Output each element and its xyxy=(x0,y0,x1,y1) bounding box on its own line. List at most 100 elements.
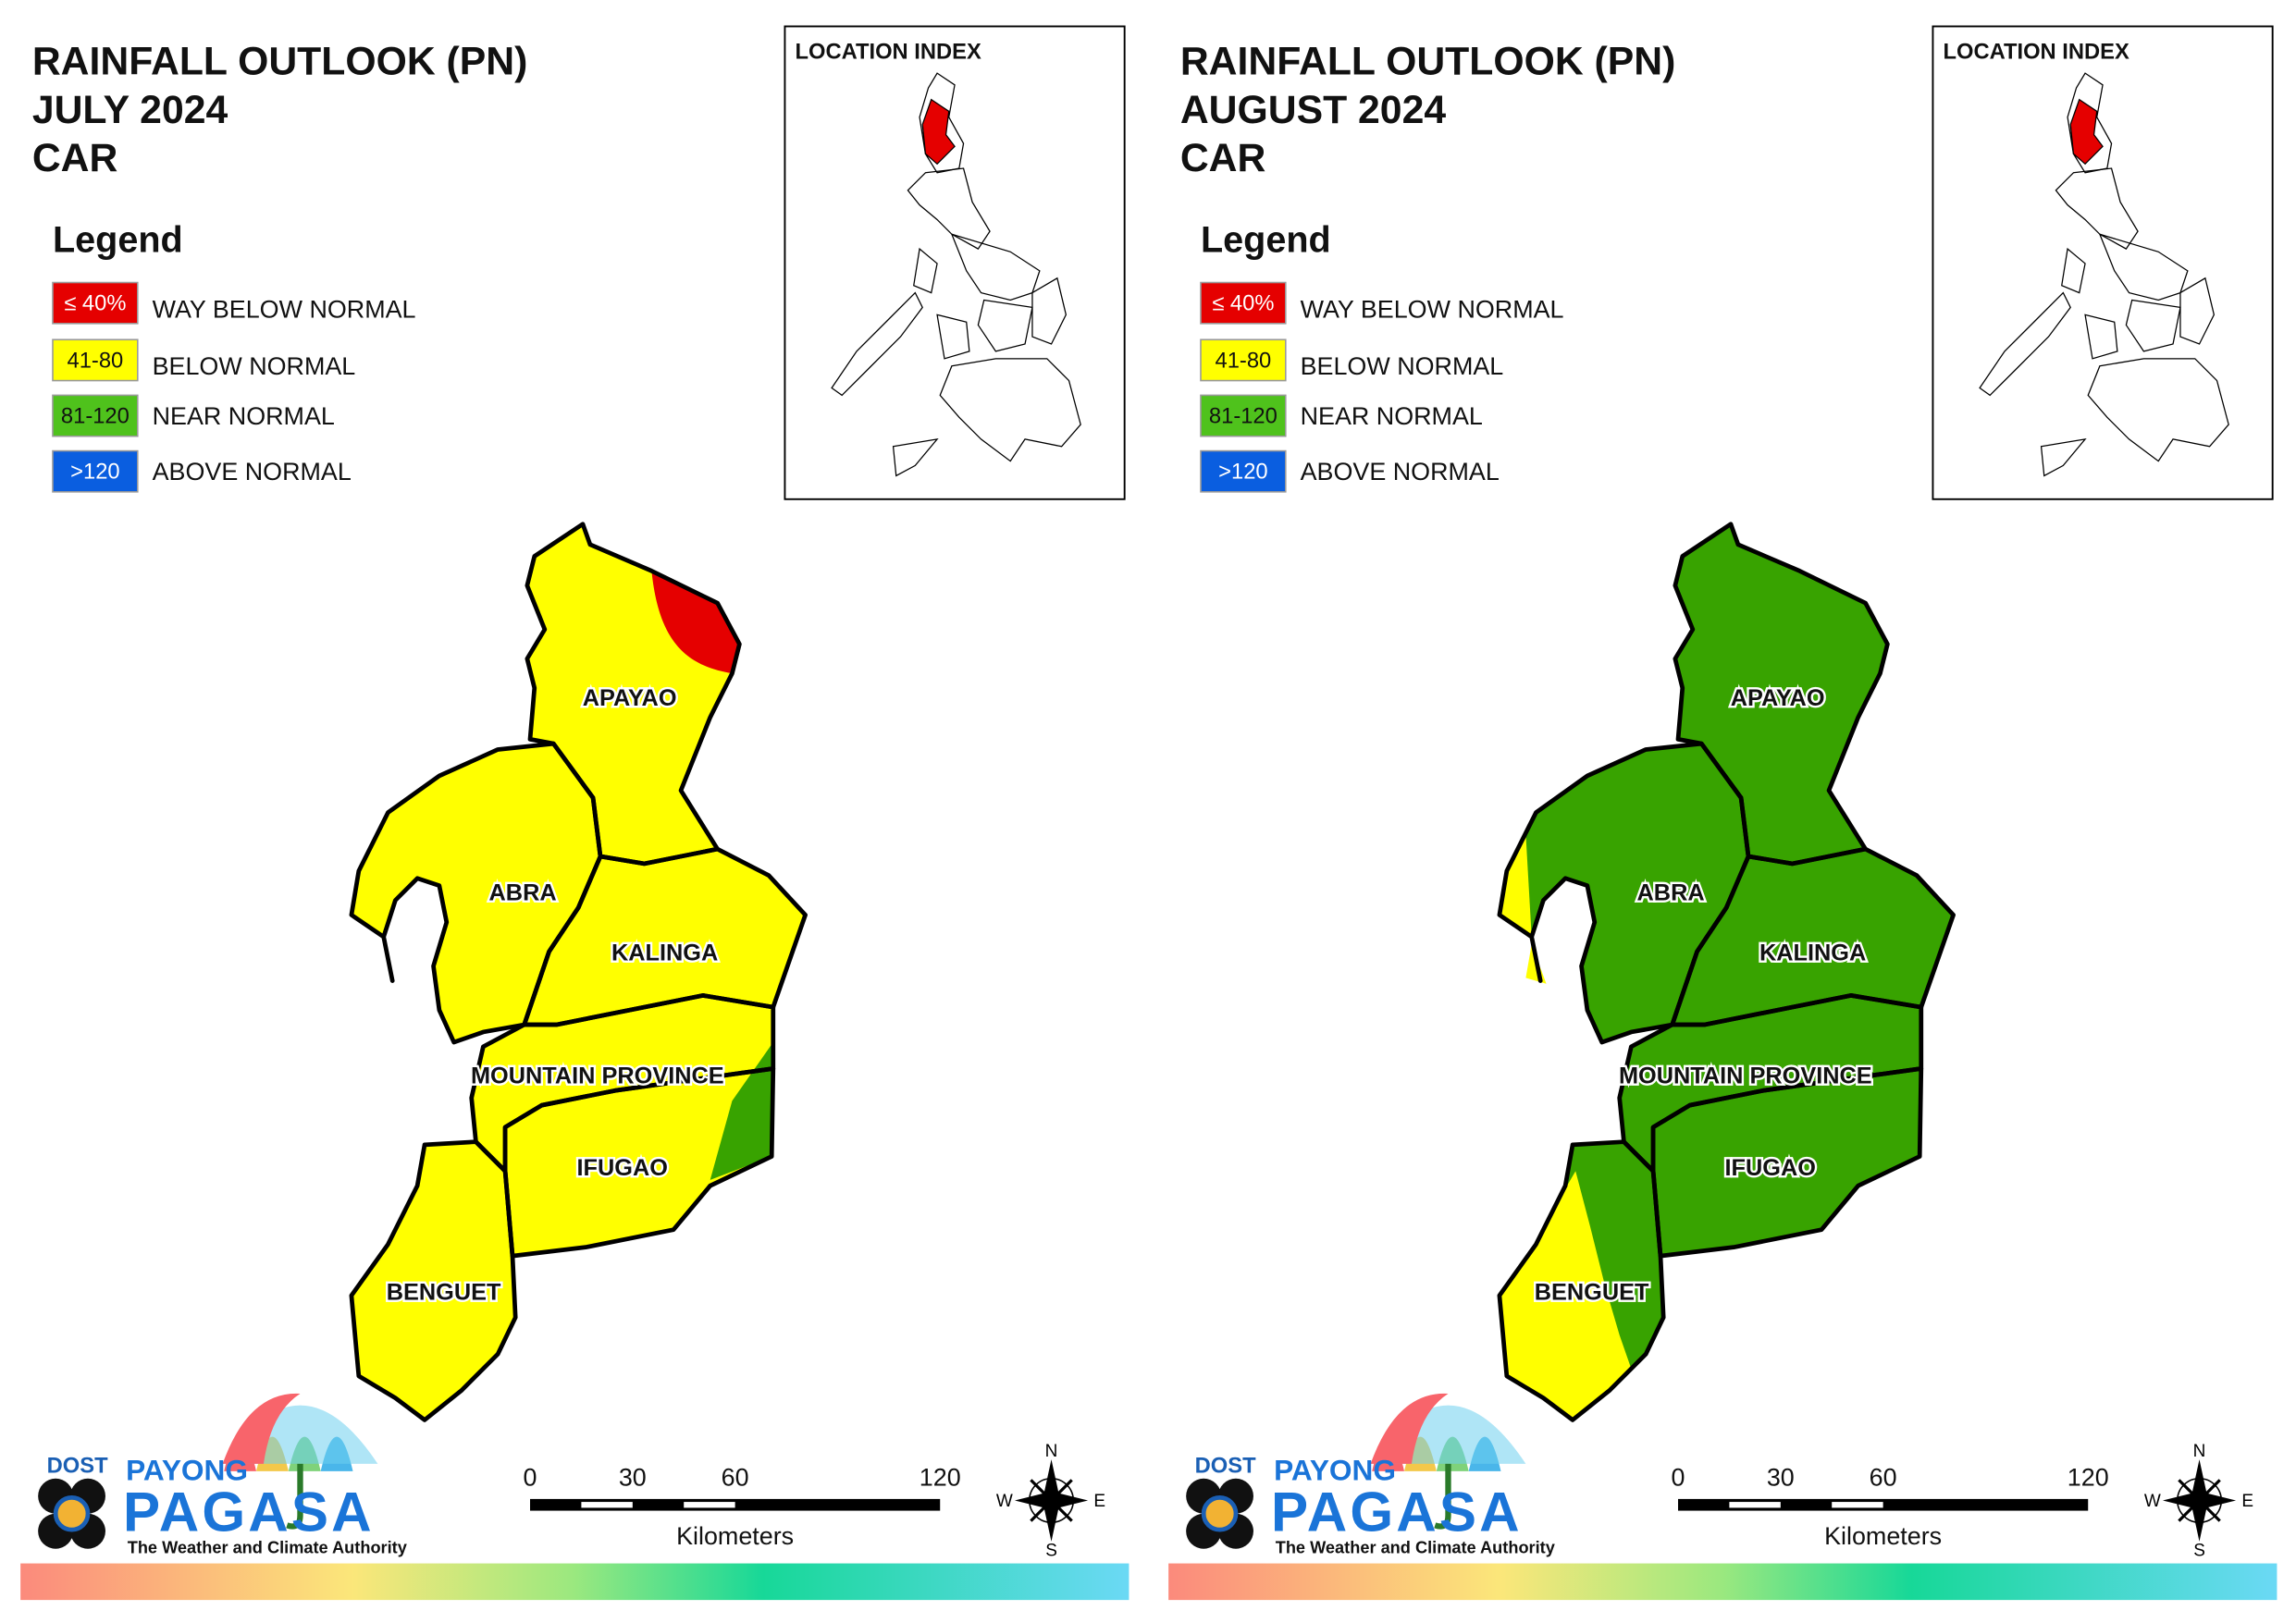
inset-island xyxy=(2087,358,2229,462)
rainfall-patch xyxy=(651,571,740,674)
inset-island xyxy=(936,314,970,360)
legend-swatch-label: 81-120 xyxy=(1209,404,1278,428)
province-map: APAYAO ABRA KALINGA MOUNTAIN PROVINCE IFUGAO… xyxy=(1497,522,1956,1422)
legend-label: ABOVE NORMAL xyxy=(1301,458,1500,486)
province-label: ABRA xyxy=(1637,880,1705,906)
province xyxy=(351,1141,516,1420)
province-label: ABRA xyxy=(489,880,557,906)
title-line: JULY 2024 xyxy=(32,88,228,132)
logo-dost: DOST xyxy=(1195,1454,1256,1478)
inset-island xyxy=(2055,167,2139,250)
umbrella-handle xyxy=(286,1463,303,1530)
scale-unit: Kilometers xyxy=(1824,1522,1942,1550)
title-line: RAINFALL OUTLOOK (PN) xyxy=(1180,40,1676,84)
compass-n: N xyxy=(2193,1442,2206,1461)
province-map: APAYAO ABRA KALINGA MOUNTAIN PROVINCE IFUGAO… xyxy=(349,522,808,1422)
province-label: APAYAO xyxy=(1731,685,1825,711)
compass-star-diag xyxy=(1030,1479,1073,1522)
inset-island xyxy=(2084,314,2118,360)
inset-island xyxy=(939,358,1081,462)
scale-tick-label: 120 xyxy=(2068,1464,2109,1492)
province xyxy=(1499,744,1748,1043)
legend-label: BELOW NORMAL xyxy=(153,352,356,380)
scale-segment xyxy=(1832,1502,1883,1508)
umbrella-handle xyxy=(1434,1463,1451,1530)
inset-map xyxy=(1979,72,2229,477)
province-label: KALINGA xyxy=(611,940,718,965)
inset-island xyxy=(1979,291,2071,397)
legend-swatch xyxy=(52,281,139,325)
province-label: APAYAO xyxy=(583,685,677,711)
compass-w: W xyxy=(996,1492,1013,1511)
logo-dost: DOST xyxy=(47,1454,108,1478)
legend-swatch-label: ≤ 40% xyxy=(1212,292,1274,316)
inset-island xyxy=(892,437,939,477)
province xyxy=(1619,995,1921,1172)
rainfall-patch xyxy=(1499,1171,1632,1420)
scale-tick-label: 60 xyxy=(722,1464,749,1492)
inset-frame xyxy=(1932,25,2274,500)
legend-title: Legend xyxy=(1201,219,1331,260)
logo-seal xyxy=(53,1494,91,1532)
scale-tick-label: 0 xyxy=(1672,1464,1685,1492)
inset-title: LOCATION INDEX xyxy=(796,40,981,64)
province xyxy=(1672,849,1954,1026)
scale-segment xyxy=(581,1502,633,1508)
compass-n: N xyxy=(1045,1442,1058,1461)
inset-map xyxy=(831,72,1081,477)
province-label: IFUGAO xyxy=(577,1155,668,1181)
rainfall-patch xyxy=(710,1042,773,1180)
scale-tick-label: 0 xyxy=(524,1464,537,1492)
province xyxy=(505,1068,773,1257)
province-border xyxy=(502,1066,776,1259)
inset-island xyxy=(907,167,991,250)
umbrella-canopy-left xyxy=(1370,1393,1449,1464)
compass-e: E xyxy=(2241,1492,2253,1511)
scale-tick-label: 60 xyxy=(1870,1464,1897,1492)
inset-island xyxy=(2125,299,2181,352)
inset-island xyxy=(2098,233,2189,301)
legend-swatch xyxy=(1200,338,1287,382)
province-border xyxy=(1650,1066,1924,1259)
legend-swatch xyxy=(1200,394,1287,437)
logo-tagline: The Weather and Climate Authority xyxy=(1276,1538,1556,1556)
umbrella-canopy-left xyxy=(222,1393,301,1464)
inset-title: LOCATION INDEX xyxy=(1944,40,2129,64)
logo-payong: PAYONG xyxy=(126,1453,248,1486)
legend-label: WAY BELOW NORMAL xyxy=(153,296,416,324)
compass-s: S xyxy=(1045,1542,1057,1561)
compass-s: S xyxy=(2193,1542,2205,1561)
province-label: IFUGAO xyxy=(1725,1155,1816,1181)
province-label: MOUNTAIN PROVINCE xyxy=(471,1063,724,1088)
legend-swatch xyxy=(52,449,139,493)
legend-swatch-label: 41-80 xyxy=(1216,349,1272,373)
province xyxy=(351,744,600,1043)
inset-frame xyxy=(784,25,1126,500)
compass: N S E W xyxy=(2144,1442,2253,1561)
scale-segment xyxy=(1729,1502,1781,1508)
logo-pagasa: PAGASA xyxy=(1271,1482,1523,1543)
inset-island xyxy=(2179,277,2216,345)
province-label: MOUNTAIN PROVINCE xyxy=(1619,1063,1872,1088)
title-line: RAINFALL OUTLOOK (PN) xyxy=(32,40,528,84)
scale-tick-label: 120 xyxy=(920,1464,961,1492)
legend-swatch-label: >120 xyxy=(1218,461,1267,485)
legend-swatch xyxy=(1200,281,1287,325)
scale-segment xyxy=(684,1502,735,1508)
scale-unit: Kilometers xyxy=(676,1522,794,1550)
logo-seal xyxy=(1201,1494,1239,1532)
color-band xyxy=(20,1563,1129,1601)
legend-label: BELOW NORMAL xyxy=(1301,352,1504,380)
province xyxy=(471,995,773,1172)
legend-swatch-label: 81-120 xyxy=(61,404,130,428)
legend-label: NEAR NORMAL xyxy=(1301,402,1483,430)
province-border xyxy=(349,1139,518,1422)
province-border xyxy=(1497,1139,1666,1422)
legend-swatch-label: 41-80 xyxy=(68,349,124,373)
legend-swatch-label: >120 xyxy=(70,461,119,485)
